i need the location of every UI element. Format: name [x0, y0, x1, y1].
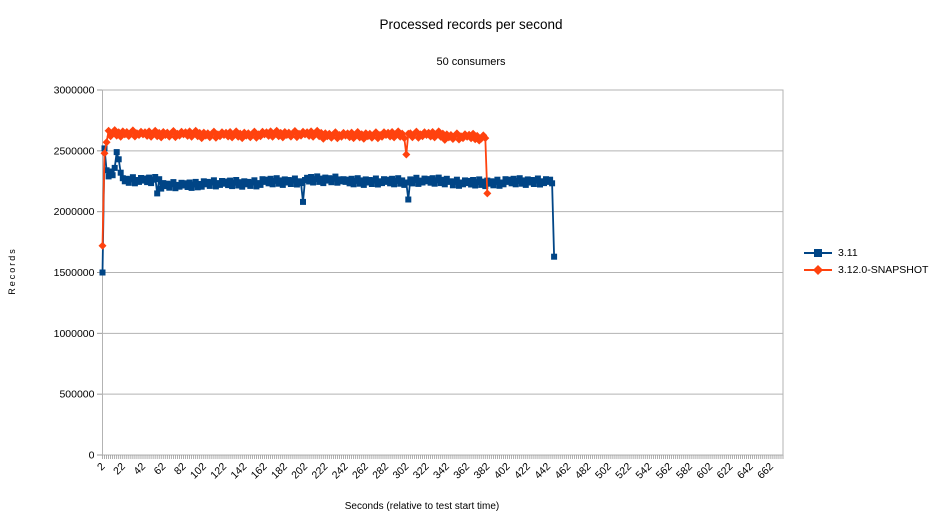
x-tick-labels: 2 22 42 62 82 102 122 142 162 182 202 222 242 262 282 3…: [95, 461, 776, 482]
legend-label: 3.12.0-SNAPSHOT: [838, 263, 929, 276]
y-gridlines: [97, 89, 783, 456]
svg-text:662: 662: [755, 461, 776, 482]
y-tick-labels: 0 500000 1000000 1500000 2000000 2500000 30000…: [54, 85, 95, 462]
svg-text:2: 2: [95, 461, 108, 474]
svg-text:642: 642: [735, 461, 756, 482]
svg-text:402: 402: [492, 461, 513, 482]
svg-text:542: 542: [634, 461, 655, 482]
legend: 3.11 3.12.0-SNAPSHOT: [803, 245, 928, 277]
series-markers: [98, 126, 492, 250]
chart-subtitle: 50 consumers: [436, 56, 506, 68]
svg-text:382: 382: [472, 461, 493, 482]
svg-text:322: 322: [411, 461, 432, 482]
svg-text:582: 582: [674, 461, 695, 482]
svg-text:182: 182: [269, 461, 290, 482]
legend-marker-square-icon: [804, 248, 832, 257]
series-markers: [99, 145, 558, 276]
svg-text:262: 262: [350, 461, 371, 482]
svg-text:162: 162: [249, 461, 270, 482]
series-3.12.0-SNAPSHOT: [98, 126, 492, 250]
svg-text:82: 82: [172, 461, 189, 478]
svg-text:142: 142: [229, 461, 250, 482]
svg-text:500000: 500000: [59, 389, 94, 401]
series-3.11: [99, 145, 558, 276]
svg-text:22: 22: [111, 461, 128, 478]
svg-text:342: 342: [431, 461, 452, 482]
chart-title: Processed records per second: [379, 17, 563, 32]
svg-text:202: 202: [289, 461, 310, 482]
x-minor-ticks: [102, 455, 784, 459]
legend-item-3-11: 3.11: [803, 245, 928, 260]
svg-text:122: 122: [208, 461, 229, 482]
svg-text:522: 522: [613, 461, 634, 482]
svg-text:422: 422: [512, 461, 533, 482]
svg-text:622: 622: [715, 461, 736, 482]
svg-text:0: 0: [89, 450, 95, 462]
svg-text:562: 562: [654, 461, 675, 482]
svg-text:242: 242: [330, 461, 351, 482]
svg-text:3000000: 3000000: [54, 85, 95, 97]
svg-text:282: 282: [370, 461, 391, 482]
svg-text:62: 62: [152, 461, 169, 478]
legend-marker-diamond-icon: [804, 264, 832, 275]
svg-text:1500000: 1500000: [54, 267, 95, 279]
svg-text:102: 102: [188, 461, 209, 482]
svg-text:442: 442: [532, 461, 553, 482]
x-axis-title: Seconds (relative to test start time): [344, 501, 500, 512]
legend-item-3-12-0-snapshot: 3.12.0-SNAPSHOT: [803, 262, 928, 277]
svg-text:602: 602: [694, 461, 715, 482]
svg-text:302: 302: [391, 461, 412, 482]
legend-label: 3.11: [838, 246, 858, 259]
svg-text:2500000: 2500000: [54, 145, 95, 157]
svg-text:2000000: 2000000: [54, 206, 95, 218]
svg-text:42: 42: [131, 461, 148, 478]
svg-text:222: 222: [310, 461, 331, 482]
svg-text:1000000: 1000000: [54, 328, 95, 340]
svg-text:362: 362: [451, 461, 472, 482]
svg-text:482: 482: [573, 461, 594, 482]
svg-text:462: 462: [553, 461, 574, 482]
svg-text:502: 502: [593, 461, 614, 482]
